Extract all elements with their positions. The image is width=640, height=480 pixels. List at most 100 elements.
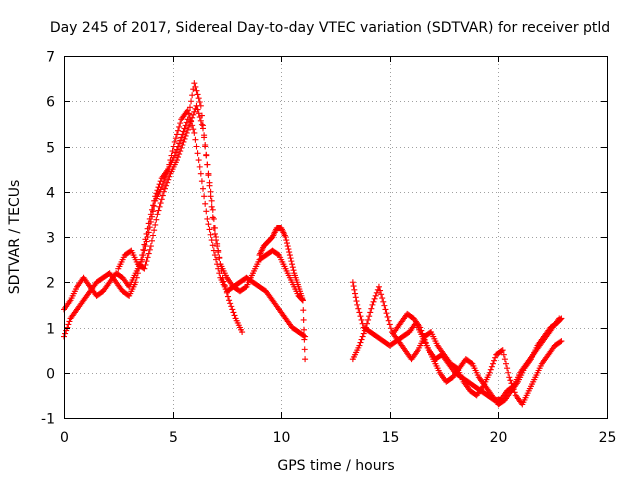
data-point-interp xyxy=(229,306,236,313)
data-point xyxy=(154,211,161,218)
data-point-interp xyxy=(169,148,176,155)
data-point-interp xyxy=(156,203,163,210)
data-point-interp xyxy=(301,336,308,343)
data-point-interp xyxy=(379,295,386,302)
data-point-interp xyxy=(230,309,237,316)
data-point-interp xyxy=(188,117,195,124)
data-point-interp xyxy=(287,255,294,262)
x-tick-label: 15 xyxy=(382,430,400,446)
data-point-interp xyxy=(283,237,290,244)
data-point-interp xyxy=(195,110,202,117)
data-point-interp xyxy=(201,193,208,200)
data-point-interp xyxy=(173,146,180,153)
data-point-interp xyxy=(172,149,179,156)
data-point-interp xyxy=(153,190,160,197)
data-point xyxy=(302,356,309,363)
data-point-interp xyxy=(179,141,186,148)
data-point-interp xyxy=(353,298,360,305)
data-point xyxy=(349,279,356,286)
data-point-interp xyxy=(372,292,379,299)
data-point-interp xyxy=(190,111,197,118)
data-point xyxy=(219,274,226,281)
data-point xyxy=(200,125,207,132)
data-point xyxy=(369,301,376,308)
data-point-interp xyxy=(142,261,149,268)
data-point-interp xyxy=(133,274,140,281)
data-point-interp xyxy=(194,91,201,98)
data-point-interp xyxy=(387,325,394,332)
data-point-interp xyxy=(377,287,384,294)
data-point-interp xyxy=(504,365,511,372)
data-point-interp xyxy=(211,252,218,259)
data-point-interp xyxy=(301,326,308,333)
data-point-interp xyxy=(242,284,249,291)
data-point xyxy=(197,170,204,177)
y-tick-label: 7 xyxy=(46,50,55,66)
data-point-interp xyxy=(155,184,162,191)
data-point-interp xyxy=(381,302,388,309)
data-point-interp xyxy=(151,203,158,210)
data-point-interp xyxy=(492,354,499,361)
data-point xyxy=(282,234,289,240)
data-point-interp xyxy=(148,237,155,244)
data-point-interp xyxy=(370,298,377,305)
data-point-interp xyxy=(213,256,220,263)
data-point-interp xyxy=(209,206,216,213)
data-point-interp xyxy=(361,327,368,334)
data-point-interp xyxy=(200,185,207,192)
data-point-interp xyxy=(192,136,199,143)
data-point-interp xyxy=(384,313,391,320)
data-point-interp xyxy=(290,267,297,274)
data-point xyxy=(239,329,246,336)
x-tick-label: 10 xyxy=(273,430,291,446)
data-point-interp xyxy=(189,114,196,121)
data-point-interp xyxy=(194,150,201,157)
y-tick-label: 2 xyxy=(46,276,55,292)
data-point-interp xyxy=(141,241,148,248)
data-point-interp xyxy=(148,206,155,213)
data-point xyxy=(139,252,146,259)
data-point-interp xyxy=(373,289,380,296)
data-point xyxy=(191,80,198,87)
data-point-interp xyxy=(176,140,183,147)
data-point-interp xyxy=(188,98,195,105)
data-point-interp xyxy=(350,283,357,290)
data-point-interp xyxy=(498,347,505,354)
y-tick-label: 4 xyxy=(46,186,55,202)
data-point xyxy=(191,129,198,136)
data-point-interp xyxy=(371,295,378,302)
data-point-interp xyxy=(181,125,188,132)
data-point-interp xyxy=(217,261,224,268)
data-point xyxy=(286,252,293,259)
data-point-interp xyxy=(173,131,180,138)
data-point-interp xyxy=(367,309,374,316)
data-point-interp xyxy=(418,327,425,334)
data-point-interp xyxy=(146,215,153,222)
data-point-interp xyxy=(196,163,203,170)
data-point-interp xyxy=(197,117,204,124)
data-point-interp xyxy=(503,360,510,367)
data-point-interp xyxy=(146,246,153,253)
data-point-interp xyxy=(151,197,158,204)
data-point-interp xyxy=(220,278,227,285)
grid xyxy=(64,56,607,418)
data-point-interp xyxy=(368,305,375,312)
data-point-interp xyxy=(191,108,198,115)
data-point-interp xyxy=(177,120,184,127)
data-point-interp xyxy=(205,170,212,177)
data-point xyxy=(152,193,159,200)
data-point-interp xyxy=(209,242,216,249)
data-point-interp xyxy=(195,157,202,164)
data-point-interp xyxy=(221,282,228,289)
y-tick-label: 6 xyxy=(46,95,55,111)
data-point xyxy=(184,107,191,114)
data-point-interp xyxy=(202,143,209,150)
data-point-interp xyxy=(156,181,163,188)
y-tick-label: -1 xyxy=(41,412,55,428)
y-tick-label: 5 xyxy=(46,141,55,157)
data-point-interp xyxy=(358,336,365,343)
data-point xyxy=(178,134,185,141)
data-point-interp xyxy=(185,110,192,117)
data-point-interp xyxy=(176,151,183,158)
data-point-interp xyxy=(134,270,141,277)
